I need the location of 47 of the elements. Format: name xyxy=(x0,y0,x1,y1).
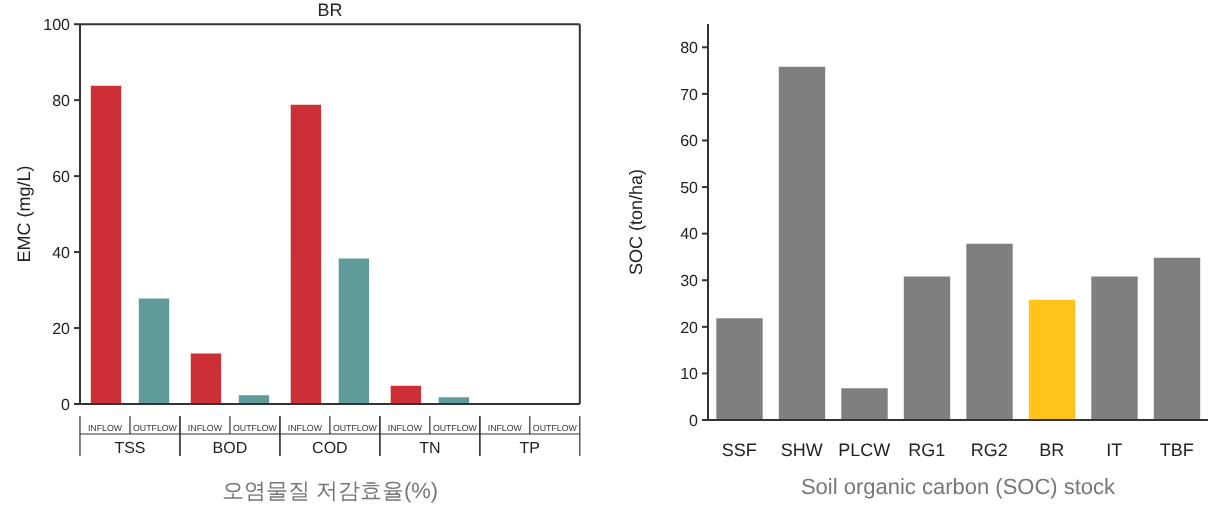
bar xyxy=(389,384,423,404)
bar xyxy=(714,316,765,420)
bar xyxy=(1152,256,1202,420)
y-axis-title: SOC (ton/ha) xyxy=(626,168,647,276)
x-tick-label: IT xyxy=(1106,440,1124,460)
y-tick-label: 0 xyxy=(689,411,700,430)
x-tick-label: TBF xyxy=(1159,440,1195,460)
x-tick-label: SSF xyxy=(721,440,758,460)
y-tick-label: 20 xyxy=(52,319,72,338)
bar xyxy=(337,256,371,404)
y-tick-label: 70 xyxy=(680,85,700,104)
y-tick-label: 100 xyxy=(43,15,72,34)
bar xyxy=(902,274,952,420)
x-tick-label: SHW xyxy=(780,440,824,460)
bar xyxy=(777,65,827,420)
y-tick-label: 30 xyxy=(680,271,700,290)
y-tick-label: 60 xyxy=(680,132,700,151)
x-tick-label: BOD xyxy=(212,439,248,457)
x-axis-title: Soil organic carbon (SOC) stock xyxy=(798,476,1118,500)
y-axis-title: EMC (mg/L) xyxy=(14,165,35,263)
y-tick-label: 20 xyxy=(680,318,700,337)
y-tick-label: 10 xyxy=(680,365,700,384)
y-tick-label: 40 xyxy=(52,243,72,262)
bar xyxy=(1027,298,1077,420)
x-tick-label: RG2 xyxy=(970,440,1008,460)
y-tick-label: 40 xyxy=(680,225,700,244)
bar xyxy=(964,242,1015,420)
y-tick-label: 0 xyxy=(61,395,72,414)
x-tick-label: COD xyxy=(312,439,349,457)
y-tick-label: 50 xyxy=(680,178,700,197)
bar xyxy=(89,84,123,404)
bar xyxy=(839,386,890,420)
bar xyxy=(1089,274,1140,420)
x-tick-label: TSS xyxy=(114,439,146,457)
x-tick-label: RG1 xyxy=(908,440,946,460)
x-tick-label: TP xyxy=(519,439,541,457)
y-tick-label: 80 xyxy=(52,91,72,110)
chart-title: BR xyxy=(315,0,345,20)
bar xyxy=(289,103,323,404)
x-tick-label: PLCW xyxy=(838,440,892,460)
bar xyxy=(189,351,223,404)
y-tick-label: 80 xyxy=(680,38,700,57)
x-tick-label: TN xyxy=(419,439,441,457)
x-tick-label: BR xyxy=(1039,440,1066,460)
x-axis-title: 오염물질 저감효율(%) xyxy=(219,478,441,506)
y-tick-label: 60 xyxy=(52,167,72,186)
bar xyxy=(137,296,171,404)
